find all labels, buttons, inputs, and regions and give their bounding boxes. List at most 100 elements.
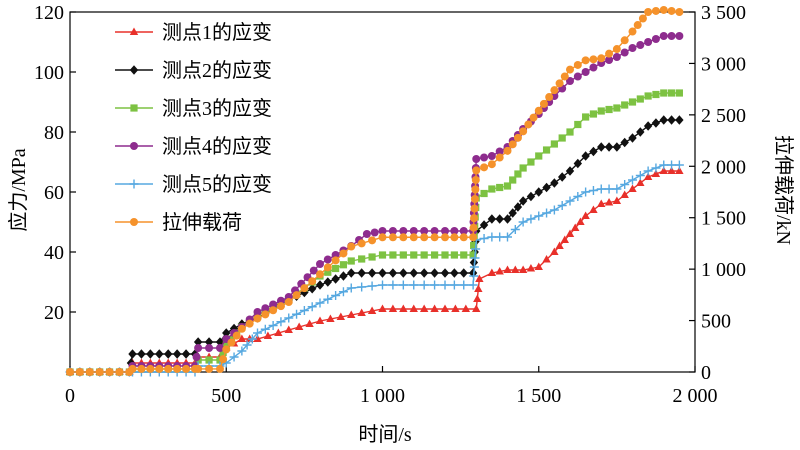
data-point: [155, 364, 164, 373]
data-point: [620, 36, 629, 45]
data-point: [495, 232, 505, 242]
data-point: [323, 277, 333, 287]
data-point: [659, 115, 668, 125]
data-point: [539, 99, 548, 108]
y-tick-label: 40: [44, 242, 64, 264]
data-point: [674, 160, 684, 170]
series-1: [65, 166, 684, 375]
data-point: [487, 268, 497, 276]
data-point: [420, 251, 428, 259]
data-point: [316, 270, 324, 279]
data-point: [542, 255, 551, 263]
data-point: [621, 101, 629, 109]
data-point: [323, 255, 332, 264]
y2-tick-label: 1 000: [701, 259, 746, 281]
data-point: [284, 325, 293, 333]
data-point: [357, 239, 366, 248]
data-point: [292, 309, 302, 319]
data-point: [323, 294, 333, 304]
data-point: [652, 90, 660, 99]
data-point: [675, 115, 684, 125]
data-point: [399, 233, 408, 242]
data-point: [470, 214, 479, 223]
data-point: [368, 236, 377, 245]
data-point: [597, 142, 606, 152]
data-point: [367, 268, 377, 278]
data-point: [459, 280, 469, 290]
data-point: [566, 65, 574, 74]
data-point: [440, 304, 450, 312]
data-point: [644, 8, 653, 16]
data-point: [247, 334, 257, 344]
data-point: [253, 308, 262, 316]
data-point: [367, 306, 377, 314]
data-point: [566, 77, 574, 85]
data-point: [219, 348, 227, 357]
data-point: [534, 106, 543, 115]
data-point: [430, 233, 439, 242]
data-point: [628, 175, 637, 185]
data-point: [604, 142, 614, 152]
data-point: [164, 349, 173, 359]
data-point: [542, 146, 551, 154]
data-point: [347, 257, 355, 265]
data-point: [182, 364, 191, 373]
data-point: [557, 172, 567, 182]
data-point: [95, 368, 104, 376]
data-point: [357, 268, 366, 278]
y2-tick-label: 3 000: [701, 53, 746, 75]
data-point: [269, 300, 278, 309]
data-point: [204, 337, 214, 347]
data-point: [237, 346, 247, 356]
data-point: [558, 134, 566, 142]
data-point: [469, 223, 478, 232]
data-point: [659, 32, 668, 40]
data-point: [509, 176, 517, 184]
series-4: [66, 32, 684, 376]
data-point: [128, 364, 137, 373]
legend-item: 测点2的应变: [115, 59, 272, 82]
data-point: [284, 313, 294, 323]
data-point: [524, 120, 533, 129]
data-point: [519, 164, 527, 172]
data-point: [514, 170, 522, 178]
ticks: 0 500 1 000 1 500 2 000 20 40 60 80 100 120 0 500 1 0…: [34, 2, 746, 407]
data-point: [205, 364, 214, 373]
data-point: [479, 220, 489, 230]
data-point: [659, 160, 669, 170]
data-point: [487, 214, 497, 224]
data-point: [237, 324, 246, 333]
data-point: [388, 268, 398, 278]
data-point: [323, 263, 332, 272]
data-point: [612, 196, 622, 204]
data-point: [534, 187, 543, 197]
data-point: [472, 155, 481, 163]
data-point: [510, 225, 520, 234]
y2-axis-label: 拉伸载荷/kN: [772, 135, 795, 245]
data-point: [613, 104, 621, 112]
data-point: [675, 8, 684, 16]
data-point: [430, 251, 439, 259]
data-point: [410, 251, 418, 259]
data-point: [588, 186, 598, 195]
data-point: [527, 158, 535, 166]
data-point: [565, 166, 575, 176]
data-point: [316, 260, 324, 268]
data-point: [146, 349, 155, 359]
data-point: [440, 280, 450, 290]
data-point: [576, 217, 585, 225]
data-point: [216, 364, 224, 373]
data-point: [471, 244, 481, 254]
data-point: [370, 228, 379, 237]
data-point: [449, 280, 459, 290]
data-point: [219, 355, 228, 364]
data-point: [487, 160, 496, 169]
data-point: [480, 153, 489, 162]
series-line: [70, 164, 680, 373]
data-point: [222, 345, 231, 354]
data-point: [378, 268, 387, 278]
data-point: [232, 331, 241, 340]
data-point: [460, 251, 468, 259]
data-point: [550, 86, 559, 95]
